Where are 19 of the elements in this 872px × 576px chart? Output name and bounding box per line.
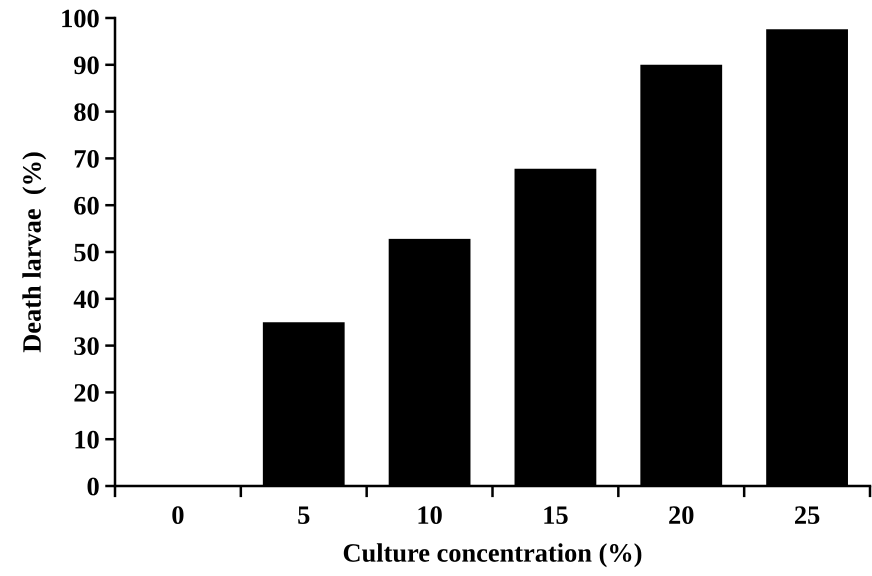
y-tick-label: 50 <box>74 244 99 262</box>
y-tick-label: 70 <box>74 150 99 168</box>
y-tick-label: 30 <box>74 337 99 356</box>
y-tick-label: 60 <box>74 196 99 215</box>
x-axis-title: Culture concentration (%) <box>344 543 642 568</box>
y-tick-label: 80 <box>74 103 99 122</box>
x-tick-label: 5 <box>298 506 310 524</box>
y-tick-label: 20 <box>74 384 99 402</box>
x-tick-label: 20 <box>669 506 694 524</box>
y-tick-label: 40 <box>74 290 99 308</box>
y-tick-label: 0 <box>88 478 99 496</box>
x-tick-label: 10 <box>418 506 442 524</box>
x-tick-label: 25 <box>795 506 820 524</box>
y-axis-title: Death larvae (%) <box>22 152 46 352</box>
x-tick-label: 15 <box>544 506 568 524</box>
y-tick-label: 10 <box>75 430 99 449</box>
y-tick-label: 90 <box>74 56 99 74</box>
y-tick-label: 100 <box>62 10 99 28</box>
x-tick-label: 0 <box>172 506 184 524</box>
